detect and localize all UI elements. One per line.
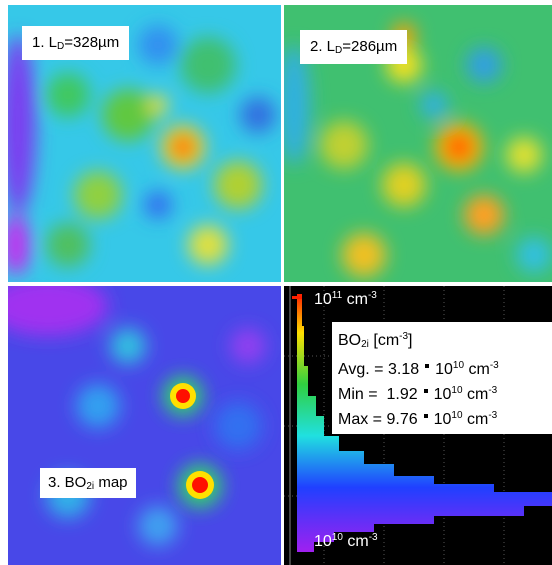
axis-bottom-label: 1010 cm-3 (314, 532, 378, 551)
title-exp: -3 (399, 331, 408, 342)
stat-value: 9.76 (386, 411, 417, 428)
stats-title: BO2i [cm-3] (338, 326, 552, 355)
exp: 10 (332, 532, 343, 543)
title-sub: 2i (361, 339, 369, 350)
unit: cm (347, 291, 368, 308)
stat-unit-exp: -3 (488, 410, 497, 421)
label-text: 3. BO (48, 474, 86, 491)
title-unit: [cm (369, 332, 399, 349)
stat-value: 3.18 (388, 361, 419, 378)
label-text: map (94, 474, 127, 491)
stat-exp: 10 (451, 385, 462, 396)
stats-row: Max = 9.76 1010 cm-3 (338, 405, 552, 430)
stat-exp: 10 (451, 410, 462, 421)
stat-base: 10 (434, 386, 452, 403)
exp: 11 (332, 290, 342, 301)
stat-base: 10 (434, 411, 452, 428)
title-text: BO (338, 332, 361, 349)
panel-label: 1. LD=328µm (22, 26, 129, 60)
label-text: =286µm (342, 38, 397, 55)
base: 10 (314, 533, 332, 550)
figure: 1. LD=328µm 2. LD=286µm 3. BO2i map 1011… (0, 0, 552, 565)
dot (424, 389, 428, 393)
axis-top-label: 1011 cm-3 (314, 290, 377, 309)
stats-row: Min = 1.92 1010 cm-3 (338, 380, 552, 405)
stat-label: Avg. = (338, 361, 388, 378)
label-text: =328µm (64, 34, 119, 51)
stat-label: Min = (338, 386, 386, 403)
map-3 (8, 286, 281, 565)
stat-label: Max = (338, 411, 386, 428)
stats-row: Avg. = 3.18 1010 cm-3 (338, 355, 552, 380)
stat-unit-exp: -3 (488, 385, 497, 396)
stat-unit-exp: -3 (490, 360, 499, 371)
dot (424, 414, 428, 418)
stat-exp: 10 (453, 360, 464, 371)
dot (425, 364, 429, 368)
label-sub: 2i (86, 481, 94, 492)
unit-exp: -3 (369, 532, 378, 543)
panel-label: 3. BO2i map (40, 468, 136, 498)
stat-unit: cm (468, 361, 489, 378)
unit-exp: -3 (368, 290, 377, 301)
stat-unit: cm (467, 386, 488, 403)
stat-base: 10 (435, 361, 453, 378)
label-text: 1. L (32, 34, 57, 51)
stat-unit: cm (467, 411, 488, 428)
label-text: 2. L (310, 38, 335, 55)
unit: cm (347, 533, 368, 550)
base: 10 (314, 291, 332, 308)
panel-label: 2. LD=286µm (300, 30, 407, 64)
title-close: ] (408, 332, 412, 349)
stat-value: 1.92 (386, 386, 417, 403)
